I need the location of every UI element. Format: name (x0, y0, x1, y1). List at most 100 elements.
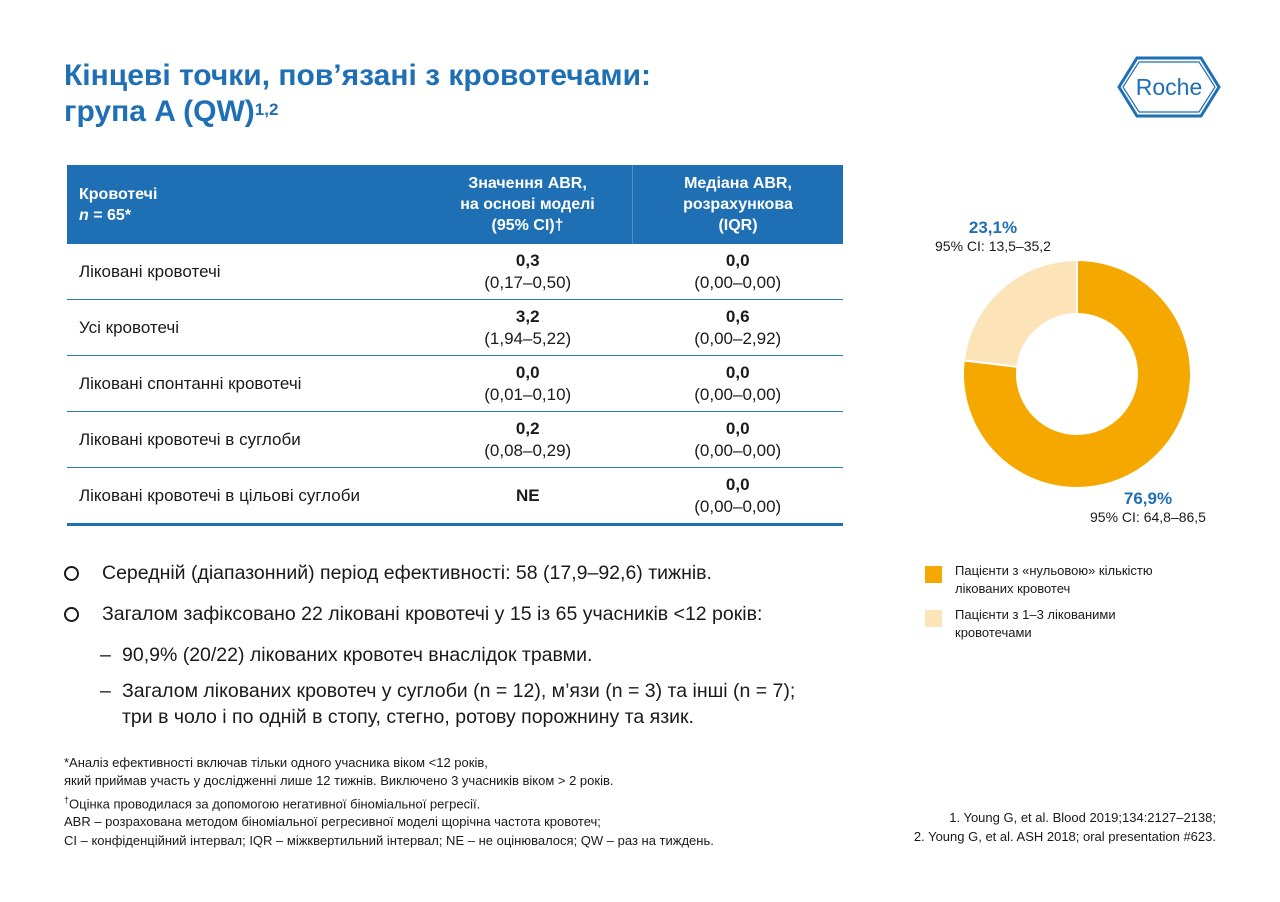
header-median-abr: Медіана ABR, розрахункова (IQR) (632, 165, 843, 244)
median-cell: 0,0 (0,00–0,00) (632, 355, 843, 412)
footnote-line: *Аналіз ефективності включав тільки одно… (64, 755, 488, 770)
slice-ci-secondary: 95% CI: 13,5–35,2 (935, 238, 1051, 254)
roche-logo-text: Roche (1136, 74, 1202, 100)
title-line1: Кінцеві точки, пов’язані з кровотечами: (64, 59, 652, 92)
sub-bullet-text-line1: Загалом лікованих кровотеч у суглоби (n … (122, 680, 796, 702)
median-iqr: (0,00–0,00) (694, 440, 782, 460)
dash-icon: – (100, 644, 111, 666)
model-value: 0,0 (515, 362, 540, 382)
model-cell: 0,3 (0,17–0,50) (423, 244, 633, 300)
model-cell: NE (423, 467, 633, 526)
header-median-line2: розрахункова (683, 196, 793, 213)
footnotes: *Аналіз ефективності включав тільки одно… (64, 754, 714, 850)
reference-line: 2. Young G, et al. ASH 2018; oral presen… (913, 829, 1216, 844)
bullet-item: Загалом зафіксовано 22 ліковані кровотеч… (64, 601, 795, 628)
median-cell: 0,0 (0,00–0,00) (632, 244, 843, 300)
footnote-line: CI – конфіденційний інтервал; IQR – міжк… (64, 832, 714, 848)
row-label: Ліковані спонтанні кровотечі (67, 355, 423, 412)
table-row: Усі кровотечі 3,2 (1,94–5,22) 0,6 (0,00–2,… (67, 299, 843, 356)
bullet-list: Середній (діапазонний) період ефективнос… (64, 560, 795, 740)
model-value: 0,2 (515, 418, 540, 438)
footnote-line: який приймав участь у дослідженні лише 1… (64, 773, 614, 789)
table-row: Ліковані кровотечі в цільові суглоби NE … (67, 467, 843, 526)
title-superscript: 1,2 (254, 100, 279, 119)
median-value: 0,0 (725, 418, 750, 438)
median-iqr: (0,00–0,00) (694, 384, 782, 404)
median-value: 0,0 (725, 362, 750, 382)
header-n-value: = 65* (88, 206, 132, 224)
roche-logo-icon: Roche (1117, 56, 1221, 118)
abr-table: Кровотечі n = 65* Значення ABR, на основ… (67, 165, 843, 526)
legend-item-zero: Пацієнти з «нульовою» кількістю ліковани… (925, 562, 1185, 598)
header-model-abr: Значення ABR, на основі моделі (95% CI)† (423, 165, 633, 244)
median-cell: 0,0 (0,00–0,00) (632, 467, 843, 526)
legend-label-zero: Пацієнти з «нульовою» кількістю ліковани… (955, 563, 1153, 596)
roche-logo: Roche (1117, 56, 1221, 118)
median-value: 0,0 (725, 474, 750, 494)
chart-legend: Пацієнти з «нульовою» кількістю ліковани… (925, 562, 1185, 650)
median-iqr: (0,00–0,00) (694, 496, 782, 516)
page-title: Кінцеві точки, пов’язані з кровотечами: … (64, 58, 651, 130)
reference-line: 1. Young G, et al. Blood 2019;134:2127–2… (949, 810, 1216, 825)
slice-pct-secondary: 23,1% (968, 218, 1018, 237)
model-value: 0,3 (515, 250, 540, 270)
median-cell: 0,6 (0,00–2,92) (632, 299, 843, 356)
table-header-row: Кровотечі n = 65* Значення ABR, на основ… (67, 165, 843, 244)
bullet-text: Середній (діапазонний) період ефективнос… (102, 562, 712, 584)
slice-pct-primary: 76,9% (1123, 489, 1173, 508)
sub-bullet-item: –90,9% (20/22) лікованих кровотеч внаслі… (64, 642, 795, 668)
model-ci: (0,08–0,29) (484, 440, 572, 460)
model-cell: 0,2 (0,08–0,29) (423, 411, 633, 468)
model-value: 3,2 (515, 306, 540, 326)
slice-label-primary: 76,9% 95% CI: 64,8–86,5 (1078, 489, 1218, 525)
donut-chart (962, 258, 1192, 489)
bullet-circle-icon (64, 607, 79, 622)
title-line2: група A (QW)1,2 (64, 94, 651, 130)
slice-label-secondary: 23,1% 95% CI: 13,5–35,2 (923, 218, 1063, 254)
sub-bullet-text-line2: три в чоло і по одній в стопу, стегно, р… (122, 706, 694, 728)
table-row: Ліковані кровотечі 0,3 (0,17–0,50) 0,0 (0,… (67, 244, 843, 300)
dash-icon: – (100, 680, 111, 702)
median-cell: 0,0 (0,00–0,00) (632, 411, 843, 468)
legend-item-one-to-three: Пацієнти з 1–3 лікованими кровотечами (925, 606, 1185, 642)
footnote-line: ABR – розрахована методом біноміальної р… (64, 814, 601, 830)
slice-ci-primary: 95% CI: 64,8–86,5 (1090, 509, 1206, 525)
footnote-line: †Оцінка проводилася за допомогою негатив… (64, 791, 714, 814)
references: 1. Young G, et al. Blood 2019;134:2127–2… (914, 808, 1216, 846)
header-model-line1: Значення ABR, (468, 175, 587, 192)
bullet-circle-icon (64, 566, 79, 581)
row-label: Ліковані кровотечі в цільові суглоби (67, 467, 423, 526)
header-bleeds: Кровотечі n = 65* (67, 165, 423, 244)
header-n-label: n (79, 206, 89, 224)
header-median-line1: Медіана ABR, (684, 175, 792, 192)
header-model-line3: (95% CI)† (491, 217, 564, 234)
row-label: Ліковані кровотечі в суглоби (67, 411, 423, 468)
bullet-item: Середній (діапазонний) період ефективнос… (64, 560, 795, 587)
table-row: Ліковані спонтанні кровотечі 0,0 (0,01–0,… (67, 355, 843, 412)
header-n: n = 65* (79, 205, 423, 226)
model-cell: 3,2 (1,94–5,22) (423, 299, 633, 356)
model-cell: 0,0 (0,01–0,10) (423, 355, 633, 412)
row-label: Усі кровотечі (67, 299, 423, 356)
donut-slice-zero-bleeds (962, 258, 1192, 489)
model-ci: (1,94–5,22) (484, 328, 572, 348)
median-iqr: (0,00–2,92) (694, 328, 782, 348)
header-model-line2: на основі моделі (460, 196, 595, 213)
footnote-dagger: † (64, 794, 70, 805)
median-value: 0,0 (725, 250, 750, 270)
donut-slice-one-to-three-bleeds (962, 258, 1078, 368)
median-iqr: (0,00–0,00) (694, 272, 782, 292)
model-ci: (0,17–0,50) (484, 272, 572, 292)
legend-swatch-zero (925, 566, 942, 583)
sub-bullet-item: – Загалом лікованих кровотеч у суглоби (n… (64, 678, 795, 730)
model-ci: (0,01–0,10) (484, 384, 572, 404)
legend-swatch-one-to-three (925, 610, 942, 627)
bullet-text: Загалом зафіксовано 22 ліковані кровотеч… (102, 603, 763, 625)
footnote-text: Оцінка проводилася за допомогою негативн… (69, 795, 481, 811)
row-label: Ліковані кровотечі (67, 244, 423, 300)
title-line2-text: група A (QW) (64, 95, 255, 128)
legend-label-one-to-three: Пацієнти з 1–3 лікованими кровотечами (955, 607, 1116, 640)
header-bleeds-label: Кровотечі (79, 185, 158, 203)
sub-bullet-text: 90,9% (20/22) лікованих кровотеч внаслід… (122, 644, 593, 666)
table-row: Ліковані кровотечі в суглоби 0,2 (0,08–0,… (67, 411, 843, 468)
